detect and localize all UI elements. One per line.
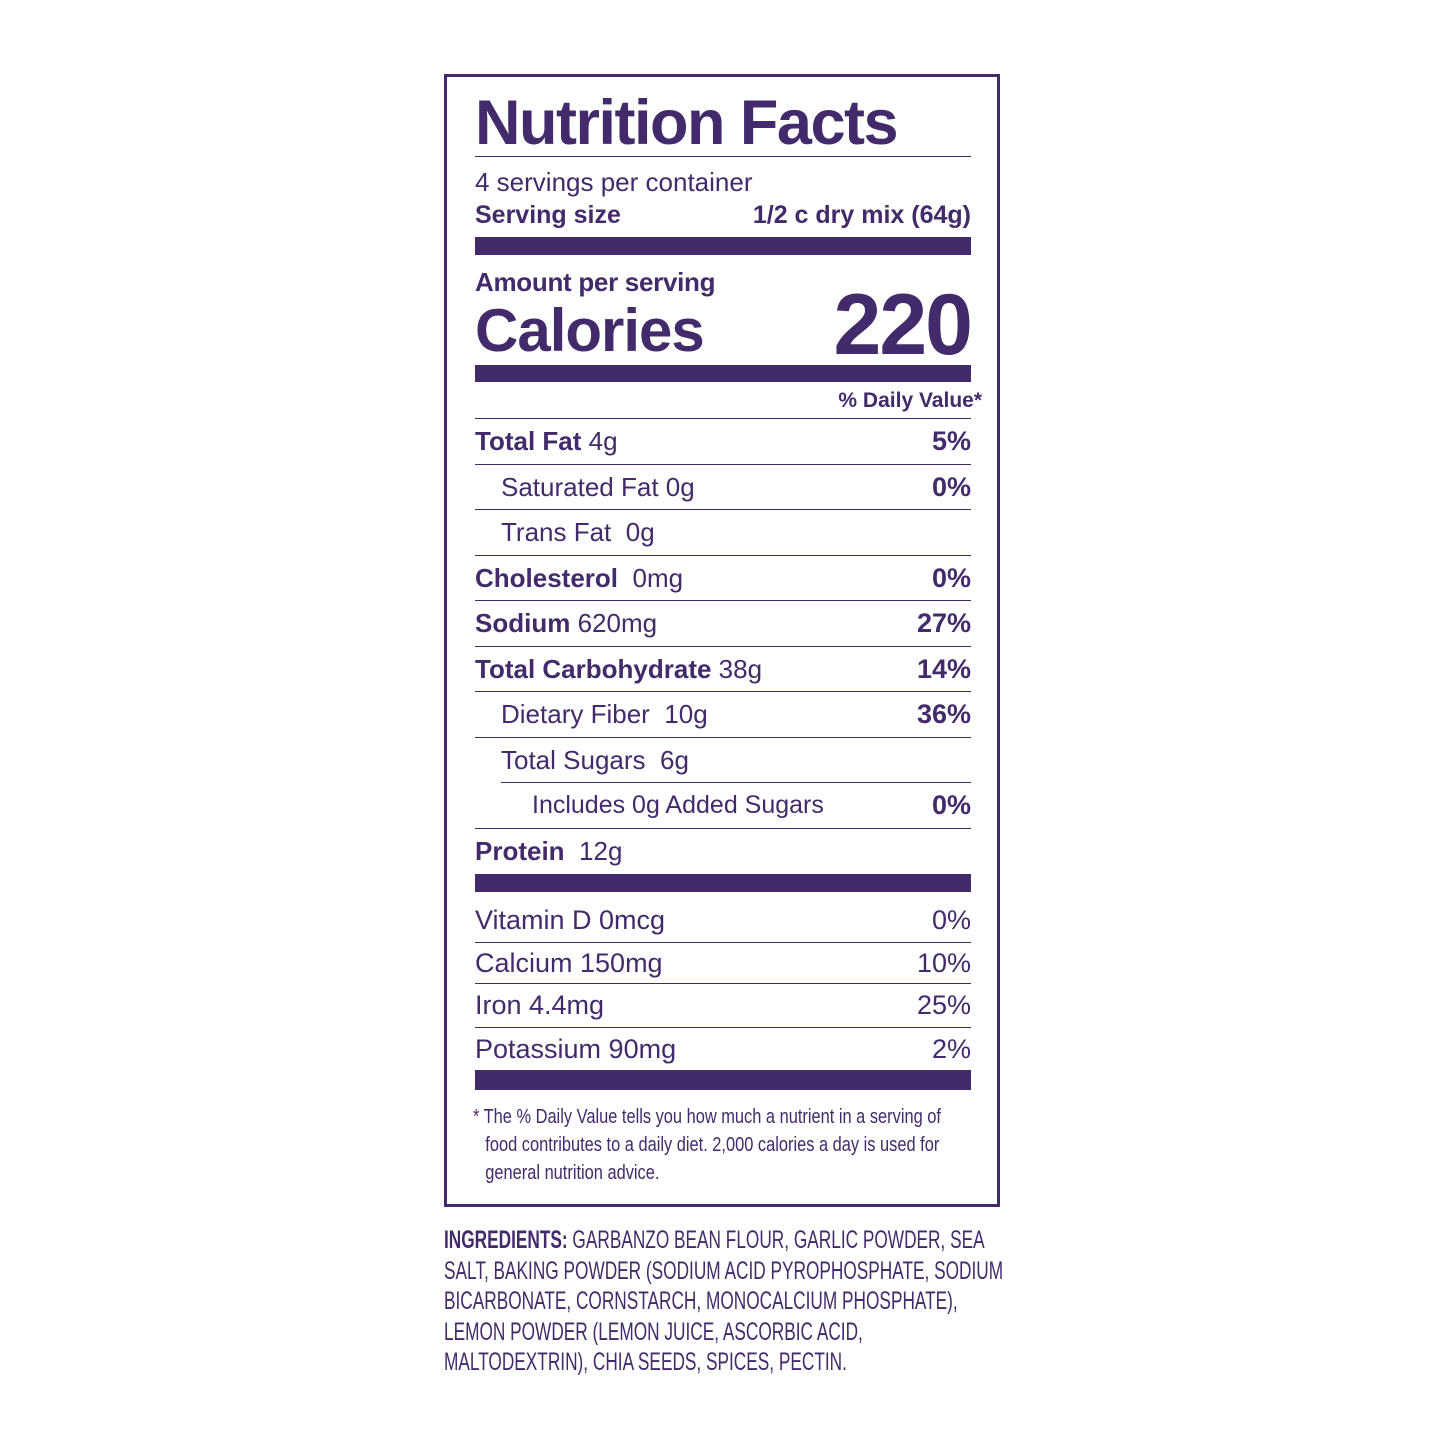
- nutrient-row-protein: Protein 12g: [475, 829, 971, 874]
- panel-title: Nutrition Facts: [475, 88, 899, 158]
- calories-value: 220: [833, 277, 973, 373]
- micronutrient-row-vitamin-d: Vitamin D 0mcg 0%: [475, 898, 971, 943]
- nutrient-amount: 38g: [718, 653, 763, 684]
- ingredients-line: LEMON POWDER (LEMON JUICE, ASCORBIC ACID…: [444, 1317, 863, 1346]
- serving-size-label: Serving size: [475, 201, 621, 229]
- nutrient-row-sodium: Sodium 620mg 27%: [475, 601, 971, 647]
- nutrient-dv: 0%: [931, 562, 971, 593]
- nutrient-dv: 27%: [916, 608, 971, 638]
- nutrient-dv: 0%: [931, 471, 971, 502]
- nutrient-name: Protein: [475, 836, 565, 866]
- serving-size: Serving size 1/2 c dry mix (64g): [475, 200, 971, 230]
- micronutrient-dv: 0%: [931, 904, 971, 935]
- nutrient-amount: 620mg: [577, 608, 658, 638]
- nutrient-dv: 0%: [931, 790, 971, 820]
- ingredients-line: MALTODEXTRIN), CHIA SEEDS, SPICES, PECTI…: [444, 1348, 847, 1376]
- nutrient-name: Includes 0g Added Sugars: [532, 791, 824, 819]
- nutrition-facts-panel: [444, 74, 1000, 1207]
- nutrient-row-saturated-fat: Saturated Fat 0g 0%: [475, 465, 971, 510]
- nutrient-name: Sodium: [475, 608, 571, 638]
- nutrient-row-total-fat: Total Fat 4g 5%: [475, 419, 971, 465]
- footnote-line: general nutrition advice.: [485, 1162, 660, 1184]
- ingredients-label: INGREDIENTS:: [444, 1226, 568, 1254]
- nutrient-amount: 12g: [579, 836, 623, 866]
- nutrient-amount: 0g: [665, 471, 695, 502]
- nutrient-row-dietary-fiber: Dietary Fiber 10g 36%: [475, 692, 971, 738]
- nutrient-amount: 10g: [664, 699, 708, 729]
- micronutrient-row-iron: Iron 4.4mg 25%: [475, 984, 971, 1028]
- nutrient-name: Saturated Fat: [501, 471, 659, 502]
- ingredients-line: SALT, BAKING POWDER (SODIUM ACID PYROPHO…: [444, 1256, 1004, 1285]
- nutrient-amount: 0mg: [632, 562, 684, 593]
- micronutrient-name: Potassium 90mg: [475, 1033, 677, 1064]
- micronutrient-name: Calcium 150mg: [475, 947, 663, 978]
- micronutrient-row-calcium: Calcium 150mg 10%: [475, 943, 971, 984]
- nutrient-row-total-sugars: Total Sugars 6g: [501, 738, 971, 783]
- nutrient-dv: 36%: [916, 699, 971, 729]
- daily-value-header: % Daily Value*: [838, 389, 982, 412]
- thick-divider: [475, 874, 971, 892]
- divider: [475, 418, 971, 419]
- ingredients-line: GARBANZO BEAN FLOUR, GARLIC POWDER, SEA: [567, 1226, 985, 1254]
- nutrient-name: Total Fat: [475, 426, 582, 456]
- nutrient-dv: 5%: [931, 426, 971, 456]
- nutrient-dv: 14%: [916, 653, 971, 684]
- micronutrient-dv: 10%: [916, 947, 971, 978]
- nutrient-row-total-carbohydrate: Total Carbohydrate 38g 14%: [475, 647, 971, 692]
- micronutrient-row-potassium: Potassium 90mg 2%: [475, 1028, 971, 1070]
- serving-size-value: 1/2 c dry mix (64g): [752, 201, 971, 229]
- nutrient-amount: 0g: [625, 517, 655, 547]
- footnote-line: food contributes to a daily diet. 2,000 …: [485, 1134, 940, 1156]
- ingredients-line: BICARBONATE, CORNSTARCH, MONOCALCIUM PHO…: [444, 1287, 958, 1315]
- nutrient-name: Trans Fat: [501, 517, 612, 547]
- micronutrient-name: Iron 4.4mg: [475, 990, 605, 1020]
- micronutrient-dv: 2%: [931, 1033, 971, 1064]
- nutrient-row-added-sugars: Includes 0g Added Sugars 0%: [475, 783, 971, 829]
- thick-divider: [475, 237, 971, 255]
- calories-label: Calories: [475, 297, 705, 364]
- nutrient-amount: 4g: [588, 426, 618, 456]
- nutrient-name: Total Sugars: [501, 744, 646, 775]
- nutrient-name: Total Carbohydrate: [475, 653, 712, 684]
- footnote: * The % Daily Value tells you how much a…: [473, 1103, 941, 1187]
- thick-divider: [475, 1070, 971, 1090]
- divider: [475, 156, 971, 157]
- ingredients: INGREDIENTS: GARBANZO BEAN FLOUR, GARLIC…: [444, 1225, 1003, 1378]
- nutrient-name: Dietary Fiber: [501, 699, 650, 729]
- servings-per-container: 4 servings per container: [475, 167, 753, 197]
- nutrient-amount: 6g: [659, 744, 689, 775]
- thick-divider: [475, 365, 971, 382]
- nutrient-name: Cholesterol: [475, 562, 619, 593]
- footnote-line: * The % Daily Value tells you how much a…: [473, 1106, 941, 1128]
- micronutrient-dv: 25%: [916, 990, 971, 1020]
- amount-per-serving: Amount per serving: [475, 267, 716, 297]
- nutrient-row-cholesterol: Cholesterol 0mg 0%: [475, 556, 971, 601]
- micronutrient-name: Vitamin D 0mcg: [475, 904, 666, 935]
- nutrient-row-trans-fat: Trans Fat 0g: [475, 510, 971, 556]
